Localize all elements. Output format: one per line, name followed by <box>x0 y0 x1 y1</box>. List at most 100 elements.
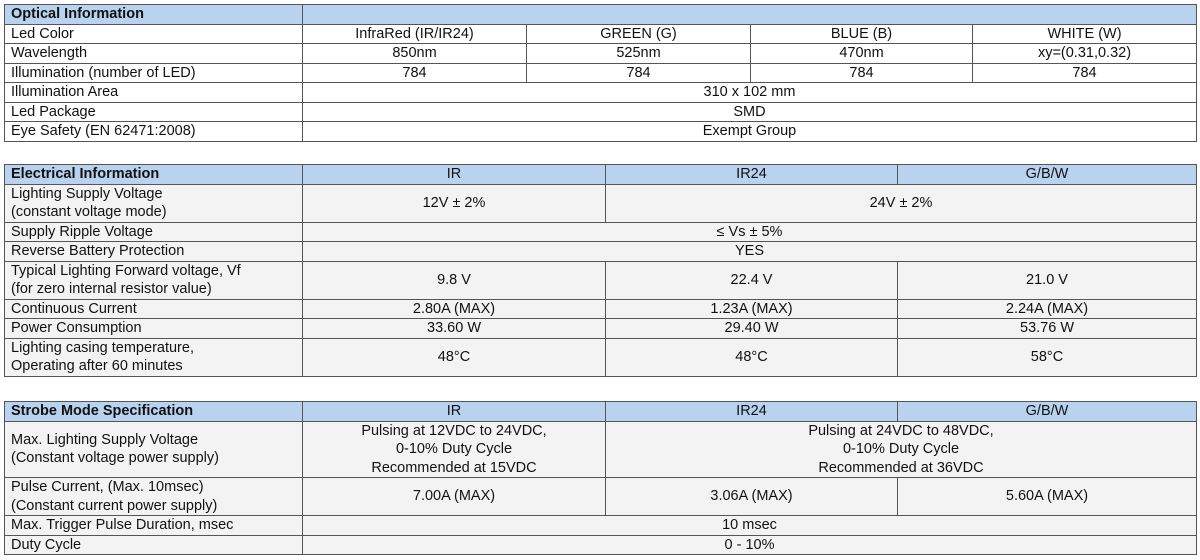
value-cell: 470nm <box>750 43 973 64</box>
header-cell: G/B/W <box>897 401 1197 422</box>
text-line: Lighting casing temperature, <box>11 339 194 356</box>
row-label: Led Package <box>4 101 303 122</box>
text-line: 784 <box>1072 64 1097 81</box>
data-row: Illumination Area 310 x 102 mm <box>4 82 1197 103</box>
text-line: Exempt Group <box>702 123 797 139</box>
data-row: Eye Safety (EN 62471:2008) Exempt Group <box>4 121 1197 142</box>
text-line: BLUE (B) <box>830 25 893 42</box>
spec-table: Optical Information Led Color InfraRed (IR… <box>4 4 1197 142</box>
text-line: Max. Lighting Supply Voltage <box>11 431 199 448</box>
value-cell: 5.60A (MAX) <box>897 477 1197 516</box>
value-cell: BLUE (B) <box>750 23 973 44</box>
data-row: Reverse Battery Protection YES <box>4 241 1197 262</box>
text-line: Illumination (number of LED) <box>11 64 196 81</box>
text-line: 24V ± 2% <box>869 194 933 211</box>
text-line: 22.4 V <box>730 271 773 288</box>
value-cell: 7.00A (MAX) <box>302 477 606 516</box>
row-label: Wavelength <box>4 43 303 64</box>
text-line: (Constant voltage power supply) <box>11 450 219 467</box>
header-cell: G/B/W <box>897 164 1197 185</box>
data-row: Led Package SMD <box>4 101 1197 122</box>
text-line: WHITE (W) <box>1047 25 1122 42</box>
text-line: Led Package <box>11 103 96 120</box>
text-line: 784 <box>849 64 874 81</box>
value-cell: Pulsing at 12VDC to 24VDC, 0-10% Duty Cyc… <box>302 420 606 478</box>
table-title: Strobe Mode Specification <box>4 401 303 422</box>
text-line: Illumination Area <box>11 84 119 100</box>
text-line: 5.60A (MAX) <box>1005 488 1089 505</box>
data-row: Wavelength 850nm 525nm 470nm xy=(0.31,0.32) <box>4 43 1197 64</box>
row-label: Reverse Battery Protection <box>4 241 303 262</box>
value-cell: 784 <box>972 62 1197 83</box>
value-cell: YES <box>302 241 1197 262</box>
data-row: Continuous Current 2.80A (MAX) 1.23A (MAX)… <box>4 298 1197 319</box>
value-cell: 310 x 102 mm <box>302 82 1197 103</box>
data-row: Illumination (number of LED) 784 784 784 784 <box>4 62 1197 83</box>
text-line: Continuous Current <box>11 300 137 317</box>
value-cell: 0 - 10% <box>302 534 1197 555</box>
text-line: 0-10% Duty Cycle <box>842 441 960 457</box>
row-label: Typical Lighting Forward voltage, Vf (for… <box>4 260 303 300</box>
row-label: Illumination Area <box>4 82 303 103</box>
text-line: 21.0 V <box>1026 271 1068 288</box>
value-cell: 48°C <box>605 337 898 377</box>
text-line: (Constant current power supply) <box>11 497 218 514</box>
data-row: Max. Trigger Pulse Duration, msec 10 msec <box>4 515 1197 536</box>
text-line: 310 x 102 mm <box>703 84 796 100</box>
row-label: Power Consumption <box>4 318 303 339</box>
spec-table: Electrical Information IR IR24 G/B/W Lightin… <box>4 164 1197 377</box>
text-line: 48°C <box>735 348 768 365</box>
text-line: Led Color <box>11 25 74 42</box>
header-cell: IR24 <box>605 401 898 422</box>
text-line: 12V ± 2% <box>422 194 486 211</box>
value-cell: WHITE (W) <box>972 23 1197 44</box>
table-title: Optical Information <box>4 4 303 25</box>
value-cell: 22.4 V <box>605 260 898 300</box>
text-line: Duty Cycle <box>11 536 82 553</box>
text-line: 784 <box>402 64 427 81</box>
value-cell: InfraRed (IR/IR24) <box>302 23 527 44</box>
text-line: Pulse Current, (Max. 10msec) <box>11 479 204 495</box>
value-cell: 24V ± 2% <box>605 183 1197 223</box>
data-row: Pulse Current, (Max. 10msec) (Constant cu… <box>4 477 1197 516</box>
text-line: Pulsing at 12VDC to 24VDC, <box>361 422 547 439</box>
text-line: 2.80A (MAX) <box>412 300 496 317</box>
data-row: Duty Cycle 0 - 10% <box>4 534 1197 555</box>
value-cell: 58°C <box>897 337 1197 377</box>
text-line: 53.76 W <box>1020 320 1074 336</box>
value-cell: 29.40 W <box>605 318 898 339</box>
value-cell: 48°C <box>302 337 606 377</box>
data-row: Lighting casing temperature, Operating af… <box>4 337 1197 377</box>
value-cell: 784 <box>302 62 527 83</box>
text-line: (constant voltage mode) <box>11 204 167 220</box>
row-label: Continuous Current <box>4 298 303 319</box>
table-title: Electrical Information <box>4 164 303 185</box>
value-cell: 2.24A (MAX) <box>897 298 1197 319</box>
row-label: Eye Safety (EN 62471:2008) <box>4 121 303 142</box>
text-line: 0-10% Duty Cycle <box>395 441 513 457</box>
text-line: 7.00A (MAX) <box>412 488 496 505</box>
text-line: Supply Ripple Voltage <box>11 223 153 240</box>
text-line: YES <box>734 243 764 259</box>
text-line: Operating after 60 minutes <box>11 358 183 374</box>
row-label: Illumination (number of LED) <box>4 62 303 83</box>
data-row: Led Color InfraRed (IR/IR24) GREEN (G) BLUE… <box>4 23 1197 44</box>
value-cell: 9.8 V <box>302 260 606 300</box>
value-cell: 33.60 W <box>302 318 606 339</box>
row-label: Max. Lighting Supply Voltage (Constant vo… <box>4 420 303 478</box>
text-line: 3.06A (MAX) <box>710 488 793 505</box>
value-cell: 525nm <box>526 43 751 64</box>
text-line: Eye Safety (EN 62471:2008) <box>11 123 196 139</box>
text-line: 2.24A (MAX) <box>1005 300 1089 317</box>
row-label: Lighting Supply Voltage (constant voltage… <box>4 183 303 223</box>
value-cell: xy=(0.31,0.32) <box>972 43 1197 64</box>
text-line: 784 <box>626 64 651 81</box>
value-cell: 10 msec <box>302 515 1197 536</box>
data-row: Power Consumption 33.60 W 29.40 W 53.76 W <box>4 318 1197 339</box>
text-line: xy=(0.31,0.32) <box>1037 45 1132 61</box>
text-line: Typical Lighting Forward voltage, Vf <box>11 262 241 279</box>
header-cell <box>302 4 1197 25</box>
header-cell: IR <box>302 401 606 422</box>
header-cell: IR24 <box>605 164 898 185</box>
data-row: Lighting Supply Voltage (constant voltage… <box>4 183 1197 223</box>
